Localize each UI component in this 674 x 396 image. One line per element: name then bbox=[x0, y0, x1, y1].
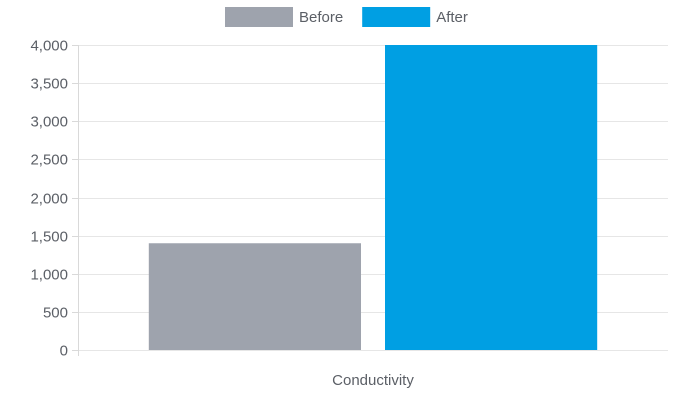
legend-swatch bbox=[225, 7, 293, 27]
y-axis: 0 500 1,000 1,500 2,000 2,500 3,000 3,500 4,000 bbox=[30, 38, 79, 360]
legend-label: Before bbox=[299, 9, 343, 26]
bar-before-conductivity[interactable] bbox=[148, 243, 361, 350]
y-tick-label: 2,000 bbox=[30, 191, 68, 208]
y-tick-label: 4,000 bbox=[30, 38, 68, 55]
y-tick-label: 2,500 bbox=[30, 152, 68, 169]
legend-item-before[interactable]: Before bbox=[225, 7, 343, 27]
y-tick-label: 1,500 bbox=[30, 229, 68, 246]
y-tick-label: 0 bbox=[60, 343, 68, 360]
x-axis: Conductivity bbox=[332, 372, 414, 389]
legend-item-after[interactable]: After bbox=[362, 7, 468, 27]
x-category-label: Conductivity bbox=[332, 372, 414, 389]
legend-swatch bbox=[362, 7, 431, 27]
y-tick-label: 3,500 bbox=[30, 76, 68, 93]
legend[interactable]: Before After bbox=[225, 7, 468, 27]
bar-after-conductivity[interactable] bbox=[385, 45, 598, 350]
y-tick-label: 3,000 bbox=[30, 114, 68, 131]
bars bbox=[148, 45, 598, 350]
legend-label: After bbox=[436, 9, 468, 26]
y-tick-label: 1,000 bbox=[30, 267, 68, 284]
y-tick-label: 500 bbox=[43, 305, 68, 322]
